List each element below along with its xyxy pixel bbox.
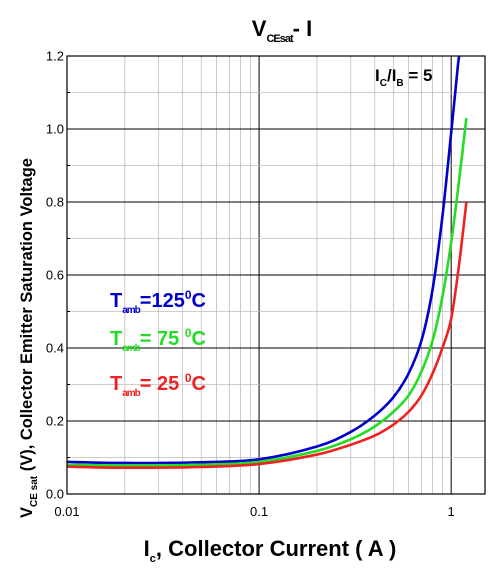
legend-125c-p: T	[110, 290, 122, 312]
legend-75c-sup: 0	[185, 326, 192, 340]
y-axis-label-sub: CE sat	[29, 475, 40, 507]
grid	[66, 55, 485, 495]
y-axis-label-rest: (V), Collector Emitter Saturation Voltag…	[18, 158, 36, 476]
y-tick-label: 0.0	[46, 487, 64, 502]
y-tick-label: 0.6	[46, 268, 64, 283]
legend-25c-p: T	[110, 373, 122, 395]
ratio-p2: /I	[387, 66, 396, 85]
series-line-2	[67, 201, 468, 470]
legend-25c-sub: amb	[122, 388, 140, 399]
ratio-annotation: IC/IB = 5	[375, 66, 433, 89]
x-axis-label-sub: c	[150, 553, 156, 565]
legend-125c-sup: 0	[185, 288, 192, 302]
series-line-0	[67, 56, 461, 465]
x-tick-label: 1	[448, 504, 455, 519]
ratio-s2: B	[396, 78, 403, 89]
tick-labels: 0.0 0.2 0.4 0.6 0.8 1.0 1.2 0.01 0.1 1	[46, 49, 455, 520]
y-tick-label: 1.2	[46, 49, 64, 64]
legend-25c-value: = 25	[140, 373, 185, 395]
chart-title-rest: - I	[293, 16, 313, 41]
legend-25c: Tamb= 25 0C	[110, 371, 206, 399]
chart-title-sub: CEsat	[266, 33, 294, 45]
y-tick-label: 0.8	[46, 195, 64, 210]
plot-frame	[66, 55, 486, 495]
legend-75c-p: T	[110, 328, 122, 350]
series-line-1	[67, 117, 468, 467]
x-axis-label: Ic, Collector Current ( A )	[144, 536, 397, 565]
legend-125c-unit: C	[192, 290, 206, 312]
ratio-s1: C	[380, 78, 387, 89]
x-axis-label-rest: , Collector Current ( A )	[156, 536, 396, 561]
x-axis-label-main: I	[144, 536, 150, 561]
legend-75c-sub: amb	[122, 343, 140, 354]
chart-title: VCEsat- I	[252, 16, 312, 45]
x-tick-label: 0.1	[250, 504, 268, 519]
y-axis-label-main: V	[18, 507, 36, 518]
legend-25c-unit: C	[192, 373, 206, 395]
legend-75c: Tamb= 75 0C	[110, 326, 206, 354]
legend-25c-sup: 0	[185, 371, 192, 385]
y-axis-label: VCE sat (V), Collector Emitter Saturatio…	[18, 158, 40, 518]
y-tick-label: 0.2	[46, 414, 64, 429]
legend-125c-sub: amb	[122, 305, 140, 316]
ratio-p3: = 5	[404, 66, 433, 85]
legend-125c-value: =125	[140, 290, 185, 312]
x-tick-label: 0.01	[54, 504, 79, 519]
legend-125c: Tamb=1250C	[110, 288, 206, 316]
chart-title-main: V	[252, 16, 267, 41]
legend-75c-value: = 75	[140, 328, 185, 350]
legend-75c-unit: C	[192, 328, 206, 350]
ratio-p1: I	[375, 66, 380, 85]
y-tick-label: 1.0	[46, 122, 64, 137]
y-tick-label: 0.4	[46, 341, 64, 356]
curves	[67, 56, 468, 470]
